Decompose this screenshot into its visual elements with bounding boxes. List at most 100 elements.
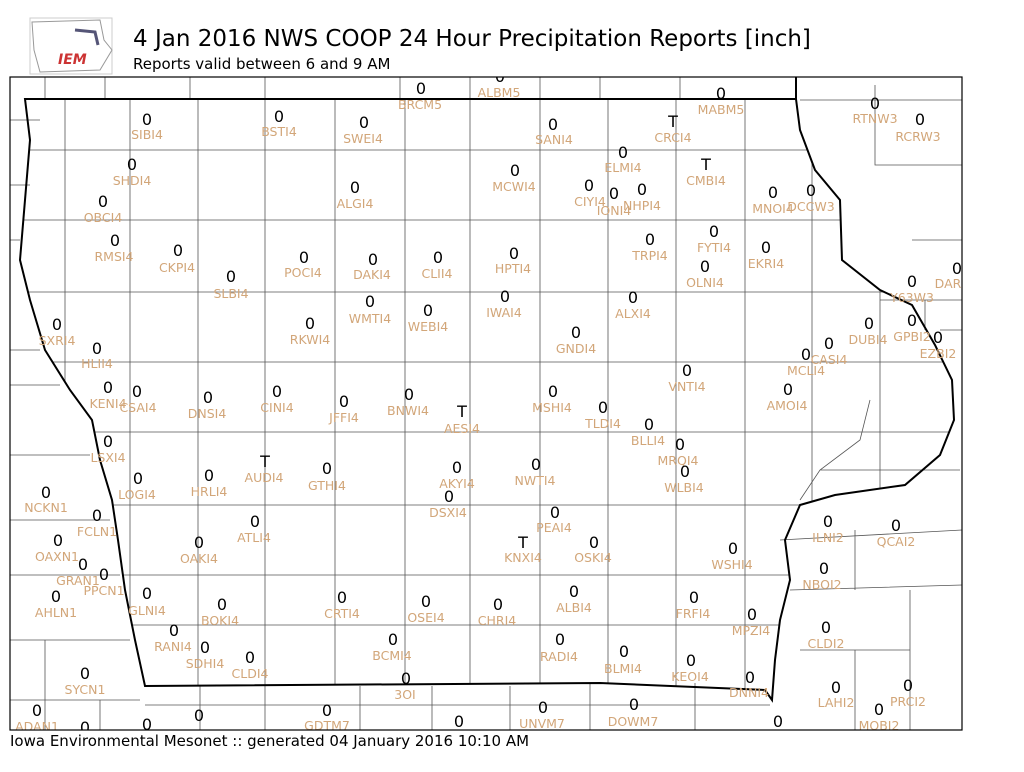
precip-value: 0 xyxy=(142,715,152,734)
station-name: HLII4 xyxy=(81,356,113,371)
station-name: MRQI4 xyxy=(658,453,699,468)
precip-value: 0 xyxy=(806,181,816,200)
station-name: DCCW3 xyxy=(787,199,834,214)
precip-value: 0 xyxy=(716,84,726,103)
precip-value: 0 xyxy=(952,259,962,278)
precip-value: 0 xyxy=(92,506,102,525)
station-name: SWEI4 xyxy=(343,131,383,146)
precip-value: 0 xyxy=(768,183,778,202)
station-name: CLII4 xyxy=(421,266,452,281)
precip-value: 0 xyxy=(350,178,360,197)
station-name: OAXN1 xyxy=(35,549,79,564)
precip-value: 0 xyxy=(110,231,120,250)
station-name: UNVM7 xyxy=(519,716,565,731)
precip-value: 0 xyxy=(510,161,520,180)
station-name: CIYI4 xyxy=(574,194,606,209)
precip-value: 0 xyxy=(550,503,560,522)
station-name: RANI4 xyxy=(154,639,192,654)
precip-value: 0 xyxy=(589,533,599,552)
station-name: BRCM5 xyxy=(398,97,442,112)
station-name: 3OI xyxy=(394,687,415,702)
precip-value: 0 xyxy=(169,621,179,640)
precip-value: 0 xyxy=(133,469,143,488)
precip-value: 0 xyxy=(548,115,558,134)
station-name: NHPI4 xyxy=(623,198,661,213)
station-name: OLNI4 xyxy=(686,275,724,290)
station-name: AUDI4 xyxy=(245,470,284,485)
station-name: GNDI4 xyxy=(556,341,596,356)
station-name: DAKI4 xyxy=(353,267,391,282)
precip-value: 0 xyxy=(823,512,833,531)
precip-value: 0 xyxy=(78,555,88,574)
station-name: DAR xyxy=(935,276,962,291)
station-name: WSHI4 xyxy=(711,557,752,572)
station-name: RMSI4 xyxy=(94,249,133,264)
station-name: DSXI4 xyxy=(429,505,467,520)
station-name: QCAI2 xyxy=(877,534,916,549)
station-name: AHLN1 xyxy=(35,605,77,620)
precip-value: 0 xyxy=(452,458,462,477)
precip-value: 0 xyxy=(907,272,917,291)
precip-value: 0 xyxy=(200,638,210,657)
precip-value: 0 xyxy=(401,669,411,688)
station-name: MNOI4 xyxy=(752,201,794,216)
station-name: AKYI4 xyxy=(439,476,475,491)
station-name: LOGI4 xyxy=(118,487,156,502)
station-name: CINI4 xyxy=(260,400,293,415)
station-name: MCWI4 xyxy=(492,179,536,194)
station-name: IWAI4 xyxy=(486,305,522,320)
precip-value: 0 xyxy=(903,676,913,695)
station-name: CLDI4 xyxy=(232,666,269,681)
station-name: MABM5 xyxy=(698,102,745,117)
station-name: FRFI4 xyxy=(676,606,711,621)
station-name: ALGI4 xyxy=(337,196,374,211)
precip-value: 0 xyxy=(548,382,558,401)
station-name: GPBI2 xyxy=(893,329,930,344)
illinois-lines xyxy=(799,399,960,501)
precip-value: 0 xyxy=(728,539,738,558)
precip-value: 0 xyxy=(132,382,142,401)
precip-value: 0 xyxy=(226,267,236,286)
station-name: NCKN1 xyxy=(24,500,68,515)
precip-value: 0 xyxy=(645,230,655,249)
precip-value: 0 xyxy=(80,664,90,683)
station-name: DOWM7 xyxy=(608,714,659,729)
station-name: SYCN1 xyxy=(65,682,106,697)
station-name: RKWI4 xyxy=(290,332,330,347)
station-name: CSAI4 xyxy=(119,400,156,415)
precip-value: 0 xyxy=(761,238,771,257)
precip-value: 0 xyxy=(103,432,113,451)
station-name: HRLI4 xyxy=(191,484,228,499)
station-name: BNWI4 xyxy=(387,403,429,418)
station-name: CLDI2 xyxy=(808,636,845,651)
precip-value: 0 xyxy=(618,143,628,162)
station-name: KEOI4 xyxy=(671,669,709,684)
precip-value: 0 xyxy=(99,565,109,584)
station-name: KENI4 xyxy=(89,396,126,411)
precip-value: 0 xyxy=(686,651,696,670)
station-name: AESI4 xyxy=(444,421,480,436)
precip-value: 0 xyxy=(689,588,699,607)
station-name: ALBI4 xyxy=(556,600,592,615)
precip-value: 0 xyxy=(598,398,608,417)
logo-icon xyxy=(74,28,100,46)
station-name: LAHI2 xyxy=(818,695,855,710)
precip-value: 0 xyxy=(217,595,227,614)
precip-value: 0 xyxy=(644,415,654,434)
precip-value: 0 xyxy=(619,642,629,661)
precip-value: 0 xyxy=(907,311,917,330)
precip-value: 0 xyxy=(365,292,375,311)
logo-text: IEM xyxy=(58,52,87,68)
precip-value: 0 xyxy=(675,435,685,454)
precip-value: 0 xyxy=(32,701,42,720)
precip-value: 0 xyxy=(194,533,204,552)
station-name: TLDI4 xyxy=(584,416,621,431)
station-name: FCLN1 xyxy=(77,524,117,539)
station-name: OBCI4 xyxy=(84,210,123,225)
title: 4 Jan 2016 NWS COOP 24 Hour Precipitatio… xyxy=(133,26,811,52)
station-name: HPTI4 xyxy=(495,261,531,276)
precip-value: 0 xyxy=(801,345,811,364)
precip-value: 0 xyxy=(584,176,594,195)
